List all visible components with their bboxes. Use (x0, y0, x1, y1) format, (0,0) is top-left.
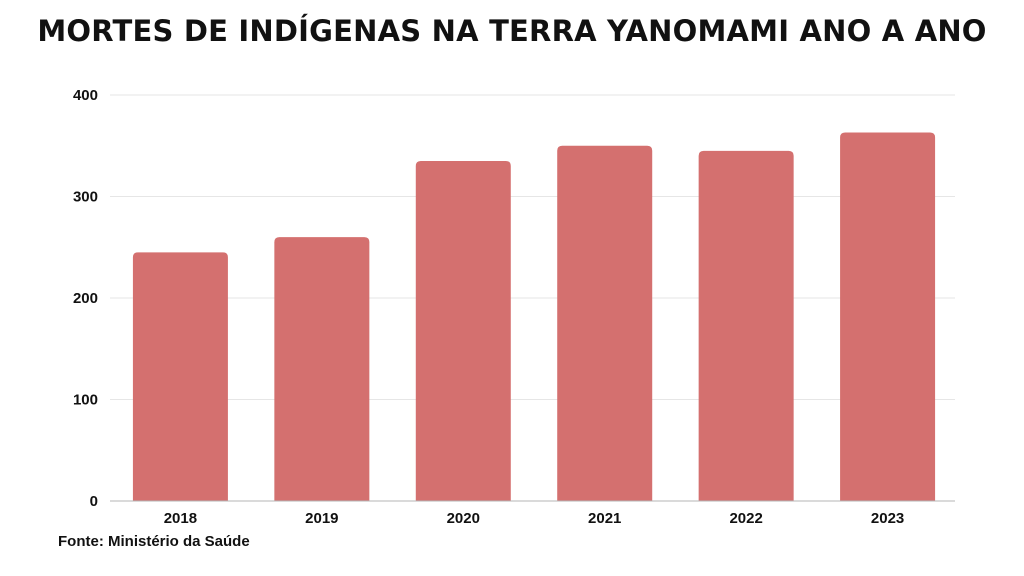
x-tick-labels: 2018 2019 2020 2021 2022 2023 (164, 510, 905, 527)
x-tick-label: 2020 (447, 510, 480, 527)
y-tick-label: 300 (73, 189, 98, 206)
x-tick-label: 2023 (871, 510, 904, 527)
source-note: Fonte: Ministério da Saúde (58, 533, 250, 550)
y-tick-labels: 0 100 200 300 400 (73, 87, 98, 510)
gridlines (110, 94, 955, 400)
x-tick-label: 2018 (164, 510, 197, 527)
bars (132, 132, 936, 501)
bar-2019 (274, 237, 370, 501)
bar-2022 (698, 150, 794, 501)
y-tick-label: 200 (73, 290, 98, 307)
chart-title: MORTES DE INDÍGENAS NA TERRA YANOMAMI AN… (37, 14, 987, 48)
x-tick-label: 2021 (588, 510, 621, 527)
y-tick-label: 100 (73, 392, 98, 409)
bar-2020 (415, 160, 511, 501)
bar-2023 (840, 132, 936, 501)
x-tick-label: 2022 (729, 510, 762, 527)
bar-2021 (557, 145, 653, 501)
y-tick-label: 0 (90, 493, 98, 510)
y-tick-label: 400 (73, 87, 98, 104)
x-tick-label: 2019 (305, 510, 338, 527)
bar-2018 (132, 252, 228, 501)
